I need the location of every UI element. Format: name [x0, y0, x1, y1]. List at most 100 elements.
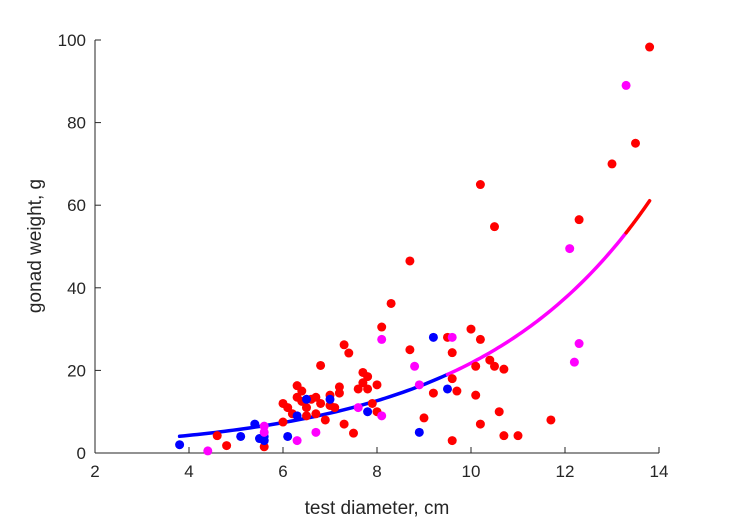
data-point	[631, 138, 640, 148]
data-point	[363, 407, 373, 417]
data-point	[311, 409, 321, 419]
data-point	[621, 80, 631, 90]
data-point	[311, 392, 321, 402]
data-point	[485, 355, 495, 365]
data-point	[377, 411, 387, 421]
data-point	[339, 340, 349, 350]
data-point	[447, 332, 457, 342]
data-point	[574, 215, 584, 225]
data-point	[645, 42, 655, 52]
data-point	[466, 324, 476, 334]
data-point	[353, 403, 363, 413]
y-tick-label: 0	[77, 444, 86, 463]
data-point	[546, 415, 556, 425]
data-point	[358, 378, 368, 388]
fit-curve-segment	[624, 199, 652, 235]
data-point	[419, 413, 429, 423]
data-point	[405, 256, 415, 266]
x-tick-label: 10	[462, 462, 481, 481]
data-point	[372, 380, 382, 390]
data-point	[250, 419, 260, 429]
data-point	[259, 427, 269, 437]
data-point	[316, 360, 326, 370]
data-point	[607, 159, 617, 169]
data-point	[302, 411, 311, 421]
data-point	[334, 388, 344, 398]
data-point	[565, 244, 575, 254]
data-point	[283, 431, 293, 441]
data-point	[311, 427, 321, 437]
data-point	[175, 440, 185, 450]
data-point	[222, 441, 232, 451]
axes	[94, 39, 660, 454]
x-axis-label: test diameter, cm	[305, 498, 450, 519]
x-tick-label: 2	[90, 462, 99, 481]
data-point	[499, 431, 509, 441]
data-point	[452, 386, 462, 396]
data-point	[339, 419, 349, 429]
data-point	[363, 384, 373, 394]
fit-curve-segment	[445, 231, 628, 377]
data-point	[513, 431, 523, 441]
y-tick-label: 40	[67, 279, 86, 298]
data-point	[367, 398, 377, 408]
data-point	[447, 374, 457, 384]
data-point	[443, 384, 452, 394]
data-point	[405, 345, 415, 355]
data-point	[377, 334, 387, 344]
data-point	[330, 403, 340, 413]
data-point	[302, 394, 311, 404]
data-point	[428, 388, 438, 398]
data-point	[212, 431, 222, 441]
data-point	[292, 436, 302, 446]
data-point	[344, 348, 354, 358]
data-point	[363, 372, 373, 382]
tick-labels: 2 4 6 8 10 12 14 0 20 40 60 80 100	[58, 31, 669, 481]
data-point	[475, 334, 485, 344]
data-point	[236, 431, 246, 441]
data-point	[569, 357, 579, 367]
y-tick-label: 20	[67, 361, 86, 380]
data-point	[292, 411, 302, 421]
data-point	[490, 361, 499, 371]
fit-curves	[177, 199, 652, 439]
data-point	[297, 386, 307, 396]
data-point	[278, 417, 288, 427]
data-point	[410, 361, 420, 371]
data-point	[334, 382, 344, 392]
x-tick-label: 4	[184, 462, 193, 481]
data-point	[377, 322, 387, 332]
data-point	[428, 332, 438, 342]
data-point	[499, 364, 509, 374]
data-point	[414, 380, 424, 390]
data-point	[471, 361, 481, 371]
fit-curve-segment	[177, 372, 450, 439]
y-tick-label: 80	[67, 114, 86, 133]
data-point	[414, 427, 424, 437]
data-point	[320, 415, 330, 425]
data-point	[447, 436, 457, 446]
data-point	[447, 348, 457, 358]
data-point	[259, 442, 269, 452]
data-point	[386, 298, 396, 308]
x-tick-label: 12	[556, 462, 575, 481]
data-point	[475, 419, 485, 429]
data-point	[494, 407, 504, 417]
data-point	[316, 398, 326, 408]
data-point	[574, 339, 584, 349]
y-tick-label: 60	[67, 196, 86, 215]
data-points	[175, 42, 655, 456]
data-point	[475, 180, 485, 190]
data-point	[490, 222, 499, 232]
x-tick-label: 14	[650, 462, 669, 481]
data-point	[471, 390, 481, 400]
x-tick-label: 8	[372, 462, 381, 481]
y-tick-label: 100	[58, 31, 86, 50]
data-point	[325, 394, 335, 404]
data-point	[353, 384, 363, 394]
data-point	[259, 421, 269, 431]
data-point	[349, 428, 358, 438]
data-point	[259, 436, 269, 446]
y-axis-label: gonad weight, g	[25, 179, 46, 313]
